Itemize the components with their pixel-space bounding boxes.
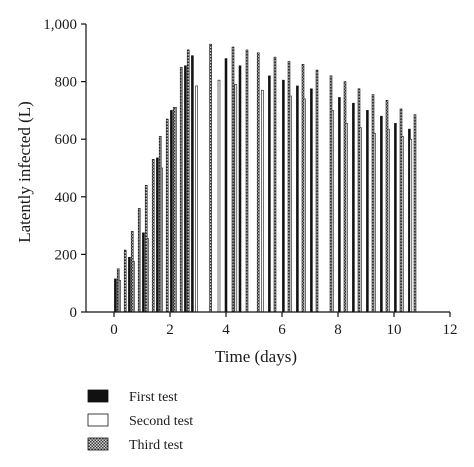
bars-layer bbox=[114, 43, 417, 313]
x-tick-label-4: 4 bbox=[222, 322, 230, 338]
y-tick-label-200: 200 bbox=[55, 247, 78, 263]
bar-3-25 bbox=[399, 108, 403, 313]
bar-1-8 bbox=[224, 58, 228, 313]
bar-1-3 bbox=[142, 232, 145, 313]
bar-1-2 bbox=[128, 256, 131, 313]
x-tick-label-8: 8 bbox=[334, 322, 342, 338]
x-axis-title: Time (days) bbox=[215, 347, 297, 366]
y-axis-title: Latently infected (L) bbox=[15, 101, 34, 243]
bar-1-11 bbox=[282, 79, 285, 313]
bar-3-8 bbox=[165, 118, 169, 313]
bar-3-2 bbox=[123, 249, 127, 313]
y-tick-label-1000: 1,000 bbox=[43, 17, 77, 33]
bar-3-17 bbox=[287, 61, 291, 313]
bar-2-6 bbox=[195, 85, 198, 313]
bar-3-18 bbox=[301, 64, 305, 313]
axes: 0 2 4 6 8 10 12 0 200 400 600 800 1,000 Time (days) La… bbox=[15, 17, 458, 366]
y-tick-label-0: 0 bbox=[70, 305, 78, 321]
bar-1-17 bbox=[380, 115, 383, 313]
bar-1-18 bbox=[394, 123, 397, 313]
bar-1-6 bbox=[184, 65, 187, 313]
bar-3-1 bbox=[116, 268, 120, 313]
bar-1-7 bbox=[191, 55, 194, 313]
bar-2-7 bbox=[217, 79, 221, 313]
bar-3-9 bbox=[172, 107, 176, 313]
bar-3-20 bbox=[329, 75, 333, 313]
bar-1-4 bbox=[156, 157, 159, 313]
bar-3-24 bbox=[385, 100, 389, 313]
bar-3-11 bbox=[186, 49, 190, 313]
x-tick-label-2: 2 bbox=[166, 322, 174, 338]
bar-2-9 bbox=[261, 89, 264, 313]
legend-swatch-2 bbox=[87, 413, 109, 427]
x-tick-label-10: 10 bbox=[387, 322, 402, 338]
bar-3-21 bbox=[343, 81, 347, 313]
bar-3-16 bbox=[273, 56, 277, 313]
bar-1-15 bbox=[352, 102, 355, 313]
bar-2-18 bbox=[409, 138, 413, 313]
bar-3-15 bbox=[256, 52, 260, 313]
x-tick-label-12: 12 bbox=[443, 322, 458, 338]
bar-1-12 bbox=[296, 85, 299, 313]
bar-3-19 bbox=[315, 69, 319, 313]
bar-3-5 bbox=[144, 184, 148, 313]
y-tick-label-400: 400 bbox=[55, 190, 78, 206]
y-tick-label-600: 600 bbox=[55, 132, 78, 148]
bar-1-9 bbox=[238, 65, 242, 313]
bar-3-6 bbox=[151, 159, 155, 313]
legend-label-2: Second test bbox=[129, 414, 193, 429]
bar-1-10 bbox=[268, 75, 271, 313]
bar-1-16 bbox=[366, 110, 369, 313]
legend-swatch-3 bbox=[87, 437, 109, 451]
x-tick-label-0: 0 bbox=[110, 322, 118, 338]
y-tick-label-800: 800 bbox=[55, 75, 78, 91]
bar-3-14 bbox=[245, 49, 249, 313]
bar-1-5 bbox=[170, 110, 173, 313]
bar-2-8 bbox=[234, 84, 238, 313]
bar-3-22 bbox=[357, 88, 361, 313]
bar-3-7 bbox=[158, 136, 162, 313]
legend: First test Second test Third test bbox=[87, 389, 193, 453]
bar-3-12 bbox=[209, 43, 212, 313]
legend-swatch-1 bbox=[87, 389, 109, 403]
bar-3-3 bbox=[130, 231, 134, 313]
x-tick-label-6: 6 bbox=[278, 322, 286, 338]
legend-label-3: Third test bbox=[129, 438, 183, 453]
bar-3-26 bbox=[413, 114, 417, 313]
bar-1-1 bbox=[114, 278, 117, 313]
bar-1-14 bbox=[338, 97, 341, 313]
bar-3-4 bbox=[137, 208, 141, 313]
bar-3-10 bbox=[179, 66, 183, 313]
legend-label-1: First test bbox=[129, 390, 178, 405]
bar-3-13 bbox=[231, 46, 235, 313]
bar-1-13 bbox=[310, 88, 313, 313]
bar-3-23 bbox=[371, 94, 375, 313]
